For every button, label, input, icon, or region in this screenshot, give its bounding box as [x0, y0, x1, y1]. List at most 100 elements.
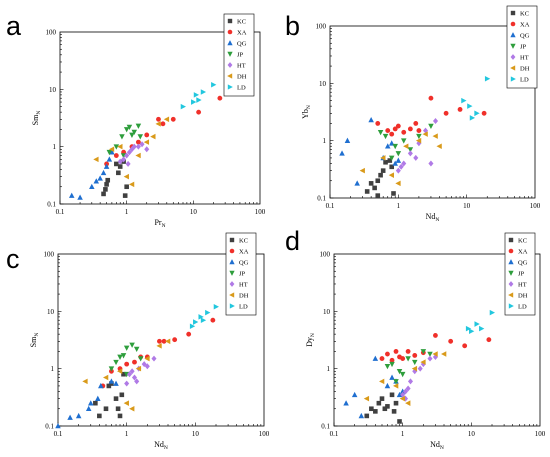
panel-letter-d: d [285, 226, 300, 256]
data-point-xa [413, 120, 419, 126]
y-tick-label: 1 [53, 143, 57, 151]
y-tick-label: 100 [320, 251, 331, 259]
data-point-ht [402, 395, 409, 402]
data-point-qg [67, 414, 73, 420]
legend-marker-ht [510, 54, 516, 60]
data-point-ht [129, 146, 135, 153]
data-point-xa [172, 337, 178, 343]
data-point-kc [382, 406, 388, 412]
x-tick-label: 1 [401, 430, 405, 438]
legend-marker-jp [229, 270, 235, 276]
data-point-xa [385, 128, 391, 133]
data-point-xa [210, 317, 216, 323]
panel-b-plot-frame [329, 25, 536, 199]
series-dh [363, 351, 447, 406]
legend-marker-ht [229, 281, 235, 287]
data-point-jp [400, 138, 407, 144]
legend-label-jp: JP [518, 270, 525, 277]
x-tick-label: 100 [259, 430, 270, 438]
data-point-jp [396, 368, 403, 375]
data-point-jp [411, 359, 418, 366]
legend-box [225, 232, 257, 316]
y-tick-label: 0.1 [321, 423, 330, 431]
series-kc [364, 392, 402, 424]
data-point-xa [416, 128, 422, 133]
data-point-ld [474, 110, 480, 117]
panel-c: c 0.1 1 10 100 0.1 1 10 100 NdN SmN KC XA QG JP HT DH LD [6, 232, 270, 451]
data-point-ld [189, 323, 196, 329]
data-point-qg [368, 116, 374, 123]
data-point-qg [89, 183, 95, 190]
data-point-qg [344, 137, 351, 143]
data-point-dh [432, 133, 438, 139]
data-point-kc [93, 400, 98, 406]
y-tick-label: 100 [44, 251, 55, 259]
data-point-qg [354, 180, 360, 186]
data-point-jp [389, 361, 395, 368]
data-point-kc [115, 406, 121, 412]
data-point-jp [113, 359, 119, 366]
data-point-dh [441, 351, 447, 357]
data-point-ht [144, 363, 150, 370]
data-point-ht [126, 371, 133, 378]
data-point-xa [443, 110, 449, 116]
legend-label-dh: DH [237, 73, 247, 80]
data-point-xa [428, 95, 434, 101]
data-point-ht [135, 143, 141, 150]
data-point-ld [200, 89, 207, 95]
data-point-dh [380, 155, 386, 161]
data-point-qg [98, 382, 104, 389]
series-kc [364, 158, 396, 198]
panel-letter-a: a [6, 11, 22, 41]
data-point-dh [144, 355, 150, 362]
data-point-ht [400, 391, 406, 398]
data-point-xa [144, 132, 150, 138]
legend-marker-qg [229, 259, 235, 265]
y-axis-label: SmN [31, 111, 42, 126]
data-point-xa [124, 361, 130, 367]
data-point-kc [364, 413, 370, 419]
y-tick-label: 1 [327, 365, 331, 373]
data-point-xa [161, 338, 167, 344]
data-point-ld [191, 99, 197, 105]
data-point-qg [351, 391, 358, 398]
data-point-kc [119, 392, 125, 398]
data-point-kc [383, 159, 388, 165]
data-point-qg [113, 380, 119, 386]
data-point-ht [407, 378, 414, 385]
data-point-dh [82, 378, 88, 385]
data-point-dh [123, 173, 129, 180]
data-point-ht [131, 143, 137, 150]
data-point-ld [196, 97, 202, 103]
data-point-jp [137, 134, 144, 140]
data-point-kc [117, 164, 123, 169]
data-point-xa [156, 116, 161, 122]
x-tick-label: 0.1 [330, 430, 339, 438]
data-point-xa [486, 337, 492, 343]
data-point-qg [97, 175, 103, 181]
data-point-kc [124, 184, 129, 190]
x-tick-label: 1 [125, 430, 129, 438]
data-point-dh [156, 343, 162, 349]
data-point-ht [144, 146, 150, 153]
data-point-dh [155, 121, 161, 127]
data-point-ht [407, 150, 413, 157]
data-point-dh [395, 180, 401, 187]
data-point-xa [393, 348, 399, 354]
x-tick-label: 10 [463, 202, 471, 210]
data-point-kc [397, 419, 402, 424]
panel-b-plot: 0.1 1 10 100 0.1 1 10 100 NdN YbN KC XA QG JP HT DH LD [301, 5, 541, 223]
data-point-xa [379, 356, 385, 361]
legend-marker-xa [227, 29, 233, 35]
data-point-kc [121, 371, 126, 377]
legend-marker-dh [229, 292, 235, 298]
data-point-jp [106, 149, 113, 156]
series-ht [117, 141, 150, 167]
data-point-jp [126, 124, 133, 131]
series-jp [384, 349, 433, 385]
data-point-xa [132, 359, 137, 365]
series-jp [377, 123, 434, 161]
legend-label-ht: HT [518, 281, 527, 288]
x-axis-label: PrN [154, 218, 165, 229]
panel-a-plot-frame [59, 31, 261, 205]
